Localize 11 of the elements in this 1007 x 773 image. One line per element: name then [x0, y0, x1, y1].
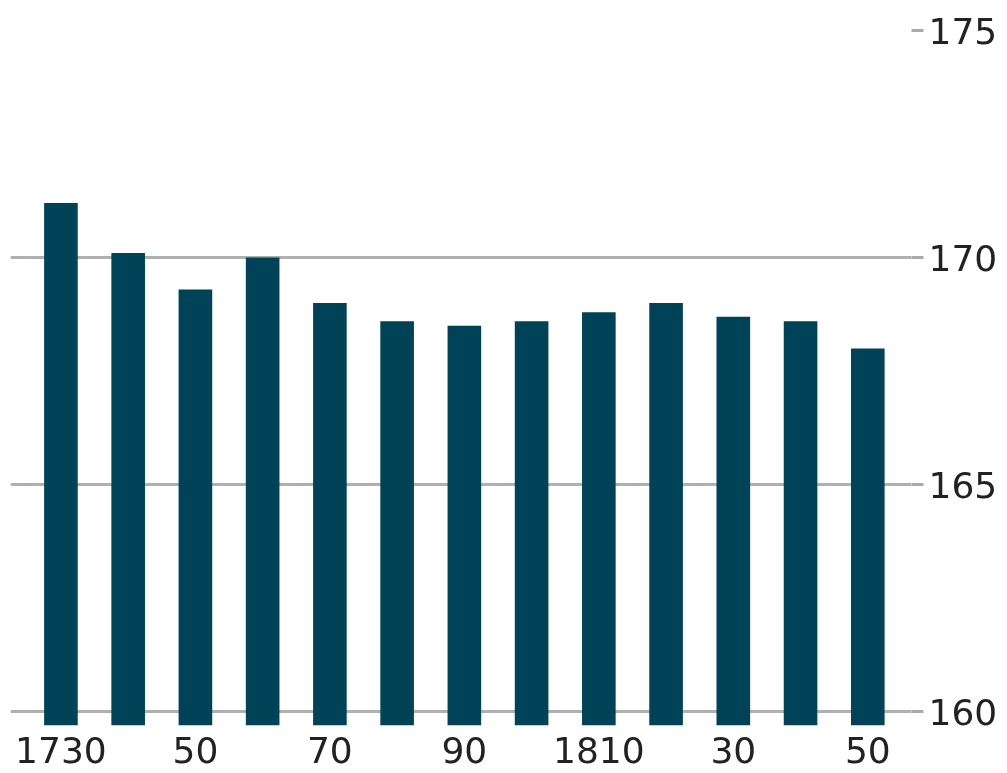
x-tick-label: 50 [172, 729, 219, 771]
x-tick-label: 1810 [553, 729, 645, 771]
y-tick-label: 170 [928, 237, 998, 279]
y-tick-label: 175 [928, 10, 998, 52]
x-tick-label: 30 [710, 729, 757, 771]
x-tick-label: 1730 [15, 729, 107, 771]
x-tick-label: 70 [306, 729, 353, 771]
x-tick-label: 50 [844, 729, 891, 771]
y-tick-label: 165 [928, 464, 998, 506]
y-tick-label: 160 [928, 691, 998, 733]
x-tick-label: 90 [441, 729, 488, 771]
